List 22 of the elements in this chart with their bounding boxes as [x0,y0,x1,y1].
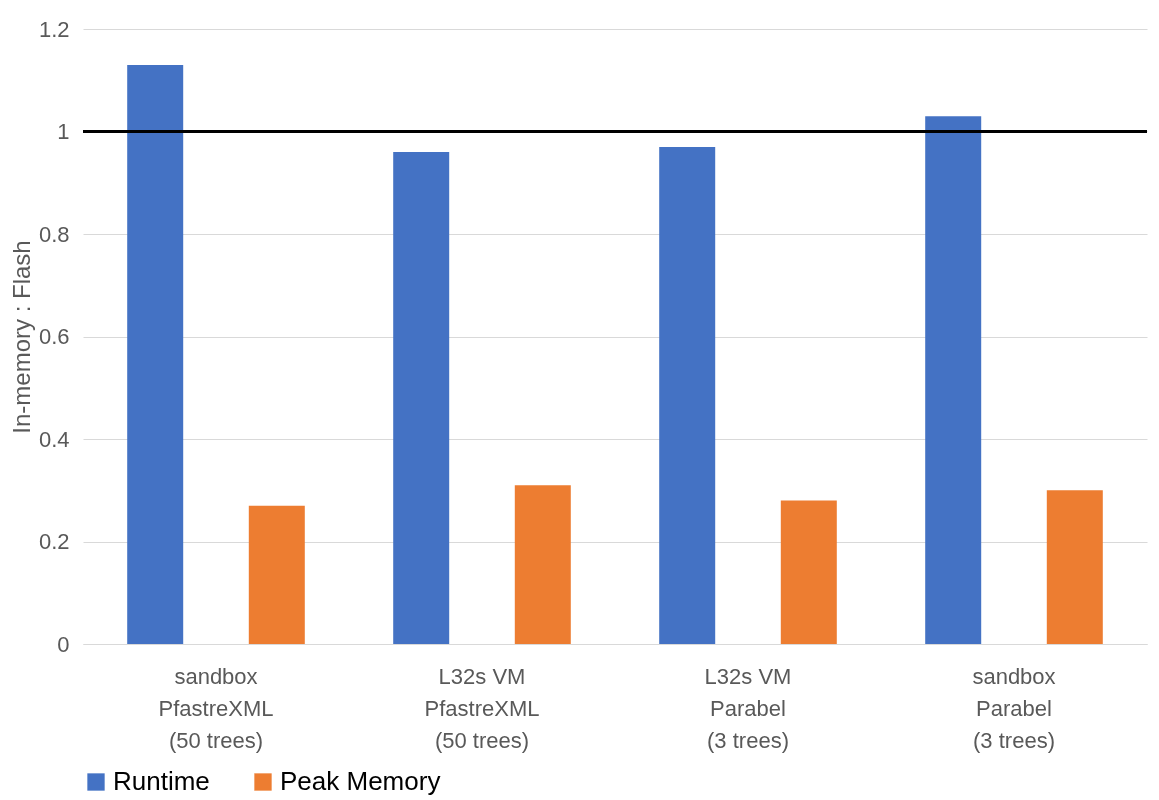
y-tick-label: 1.2 [38,16,70,42]
bar [127,64,184,644]
x-tick-label: L32s VM PfastreXML (50 trees) [424,663,540,753]
y-tick-label: 0.6 [38,324,70,349]
y-axis-title: In-memory : Flash [7,240,35,434]
y-tick-label: 1 [57,119,70,144]
legend-label: Runtime [113,766,210,796]
y-tick-label: 0.2 [38,529,70,554]
x-tick-label: sandbox Parabel (3 trees) [972,663,1056,753]
y-tick-label: 0.8 [38,221,70,247]
bar [514,485,571,644]
x-tick-label: sandbox PfastreXML (50 trees) [158,663,274,753]
legend-label: Peak Memory [280,766,441,796]
y-tick-label: 0 [57,631,70,657]
y-tick-label: 0.4 [38,426,70,452]
bar [248,505,305,644]
bar [393,152,450,644]
bar [780,500,837,644]
x-tick-label: L32s VM Parabel (3 trees) [704,663,792,753]
bar [925,116,982,644]
bar [1046,490,1103,644]
bar [659,146,716,644]
